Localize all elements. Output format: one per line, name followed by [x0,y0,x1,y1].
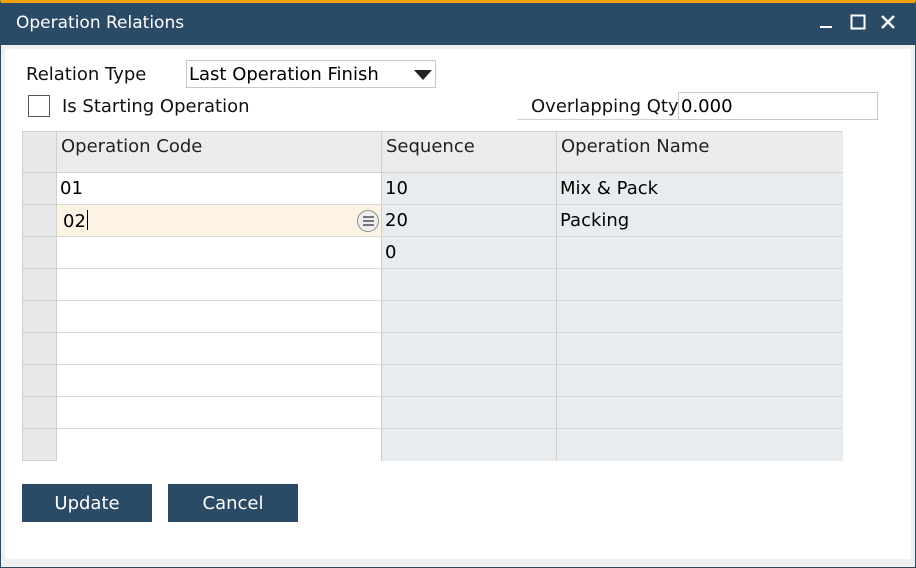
sequence-cell [382,333,557,365]
operation-code-cell[interactable] [57,269,382,301]
operations-grid: Operation Code Sequence Operation Name 0… [22,131,843,461]
operation-code-cell[interactable] [57,429,382,461]
row-handle[interactable] [23,333,57,365]
label-underline [517,119,681,120]
sequence-cell [382,301,557,333]
operation-name-cell [557,429,843,461]
minimize-icon [820,26,832,28]
row-handle[interactable] [23,429,57,461]
row-handle[interactable] [23,365,57,397]
window-title: Operation Relations [16,13,185,33]
operation-name-cell [557,365,843,397]
operation-name-cell [557,397,843,429]
table-row: 02 20 Packing [57,205,843,237]
column-header-operation-code[interactable]: Operation Code [57,132,382,173]
cancel-button[interactable]: Cancel [168,484,298,522]
is-starting-operation-label: Is Starting Operation [62,96,250,117]
row-handle[interactable] [23,269,57,301]
operation-code-value: 02 [63,211,86,232]
table-row [57,301,843,333]
is-starting-operation-checkbox[interactable] [28,95,50,117]
operation-code-cell[interactable] [57,301,382,333]
row-handle[interactable] [23,237,57,269]
operation-name-cell [557,301,843,333]
text-cursor [86,210,88,230]
relation-type-value: Last Operation Finish [189,64,379,85]
sequence-cell [382,365,557,397]
operation-code-cell[interactable] [57,333,382,365]
overlapping-qty-label: Overlapping Qty [531,96,679,117]
row-handle[interactable] [23,205,57,237]
table-row [57,333,843,365]
operation-code-cell-active[interactable]: 02 [57,205,382,237]
maximize-icon [850,14,866,30]
sequence-cell: 10 [382,173,557,205]
operation-name-cell [557,333,843,365]
update-button[interactable]: Update [22,484,152,522]
operation-code-cell[interactable] [57,365,382,397]
column-header-sequence[interactable]: Sequence [382,132,557,173]
close-icon [881,15,895,29]
grid-corner[interactable] [23,132,57,173]
table-row [57,365,843,397]
operation-code-cell[interactable] [57,397,382,429]
relation-type-label: Relation Type [26,64,147,85]
operation-code-cell[interactable] [57,237,382,269]
row-handle[interactable] [23,397,57,429]
sequence-cell: 0 [382,237,557,269]
table-row [57,397,843,429]
operation-name-cell: Mix & Pack [557,173,843,205]
table-row: 0 [57,237,843,269]
relation-type-dropdown[interactable]: Last Operation Finish [186,60,436,88]
chevron-down-icon[interactable] [414,70,432,80]
form-body: Relation Type Last Operation Finish Is S… [5,49,911,559]
column-header-operation-name[interactable]: Operation Name [557,132,843,173]
close-button[interactable] [875,9,901,35]
minimize-button[interactable] [813,9,839,35]
sequence-cell [382,429,557,461]
table-row [57,429,843,461]
operation-name-cell: Packing [557,205,843,237]
table-row [57,269,843,301]
row-handle-column [23,132,57,460]
operation-code-cell[interactable]: 01 [57,173,382,205]
sequence-cell: 20 [382,205,557,237]
sequence-cell [382,397,557,429]
overlapping-qty-input[interactable] [678,92,878,120]
row-handle[interactable] [23,173,57,205]
title-bar[interactable]: Operation Relations [1,3,915,45]
operation-name-cell [557,237,843,269]
table-row: 01 10 Mix & Pack [57,173,843,205]
row-handle[interactable] [23,301,57,333]
maximize-button[interactable] [845,9,871,35]
sequence-cell [382,269,557,301]
choose-from-list-icon[interactable] [357,210,379,232]
operation-name-cell [557,269,843,301]
